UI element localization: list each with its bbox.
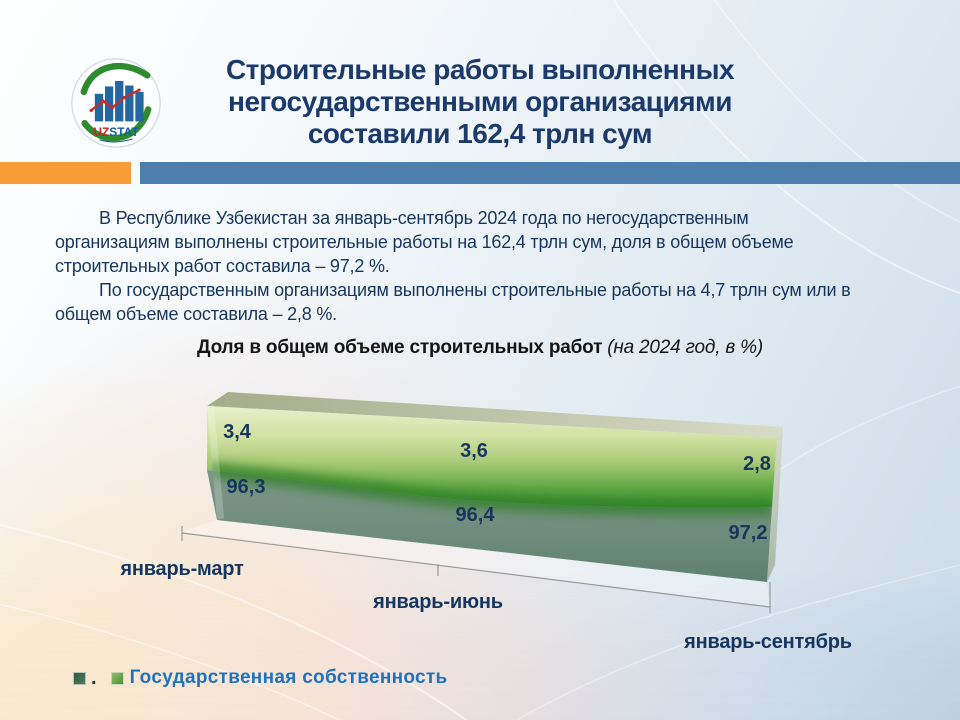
logo-green-swoosh-bottom bbox=[81, 106, 152, 142]
logo-green-swoosh-top bbox=[80, 62, 151, 96]
intro-paragraph1-line: В Республике Узбекистан за январь-сентяб… bbox=[99, 208, 749, 228]
legend-label-state: Государственная собственность bbox=[129, 667, 448, 688]
logo-underline bbox=[99, 138, 133, 143]
intro-text: В Республике Узбекистан за январь-сентяб… bbox=[55, 206, 925, 326]
uzstat-logo: UZSTAT bbox=[70, 56, 162, 150]
legend-marker-state bbox=[110, 671, 124, 685]
intro-paragraph2-line: По государственным организациям выполнен… bbox=[99, 280, 851, 300]
slide-title-line: негосударственными организациями bbox=[228, 86, 732, 117]
intro-paragraph2-line: общем объеме составила – 2,8 %. bbox=[55, 304, 337, 324]
accent-bar-orange bbox=[0, 162, 131, 184]
chart-legend: . Государственная собственность bbox=[73, 667, 447, 689]
logo-wordmark: UZSTAT bbox=[93, 125, 139, 139]
chart-title: Доля в общем объеме строительных работ (н… bbox=[0, 337, 960, 359]
logo-trend-points bbox=[89, 88, 141, 113]
legend-label-nonstate: . bbox=[91, 667, 97, 689]
slide-title-line: составили 162,4 трлн сум bbox=[307, 118, 653, 149]
intro-paragraph1-line: организациям выполнены строительные рабо… bbox=[55, 232, 794, 252]
intro-paragraph1-line: строительных работ составила – 97,2 %. bbox=[55, 256, 390, 276]
chart-title-note: (на 2024 год, в %) bbox=[607, 337, 763, 358]
slide-title: Строительные работы выполненных негосуда… bbox=[170, 54, 790, 150]
legend-marker-nonstate bbox=[73, 671, 86, 685]
chart-title-main: Доля в общем объеме строительных работ bbox=[197, 337, 603, 358]
slide-title-line: Строительные работы выполненных bbox=[225, 54, 735, 85]
accent-bar-blue bbox=[140, 162, 960, 184]
